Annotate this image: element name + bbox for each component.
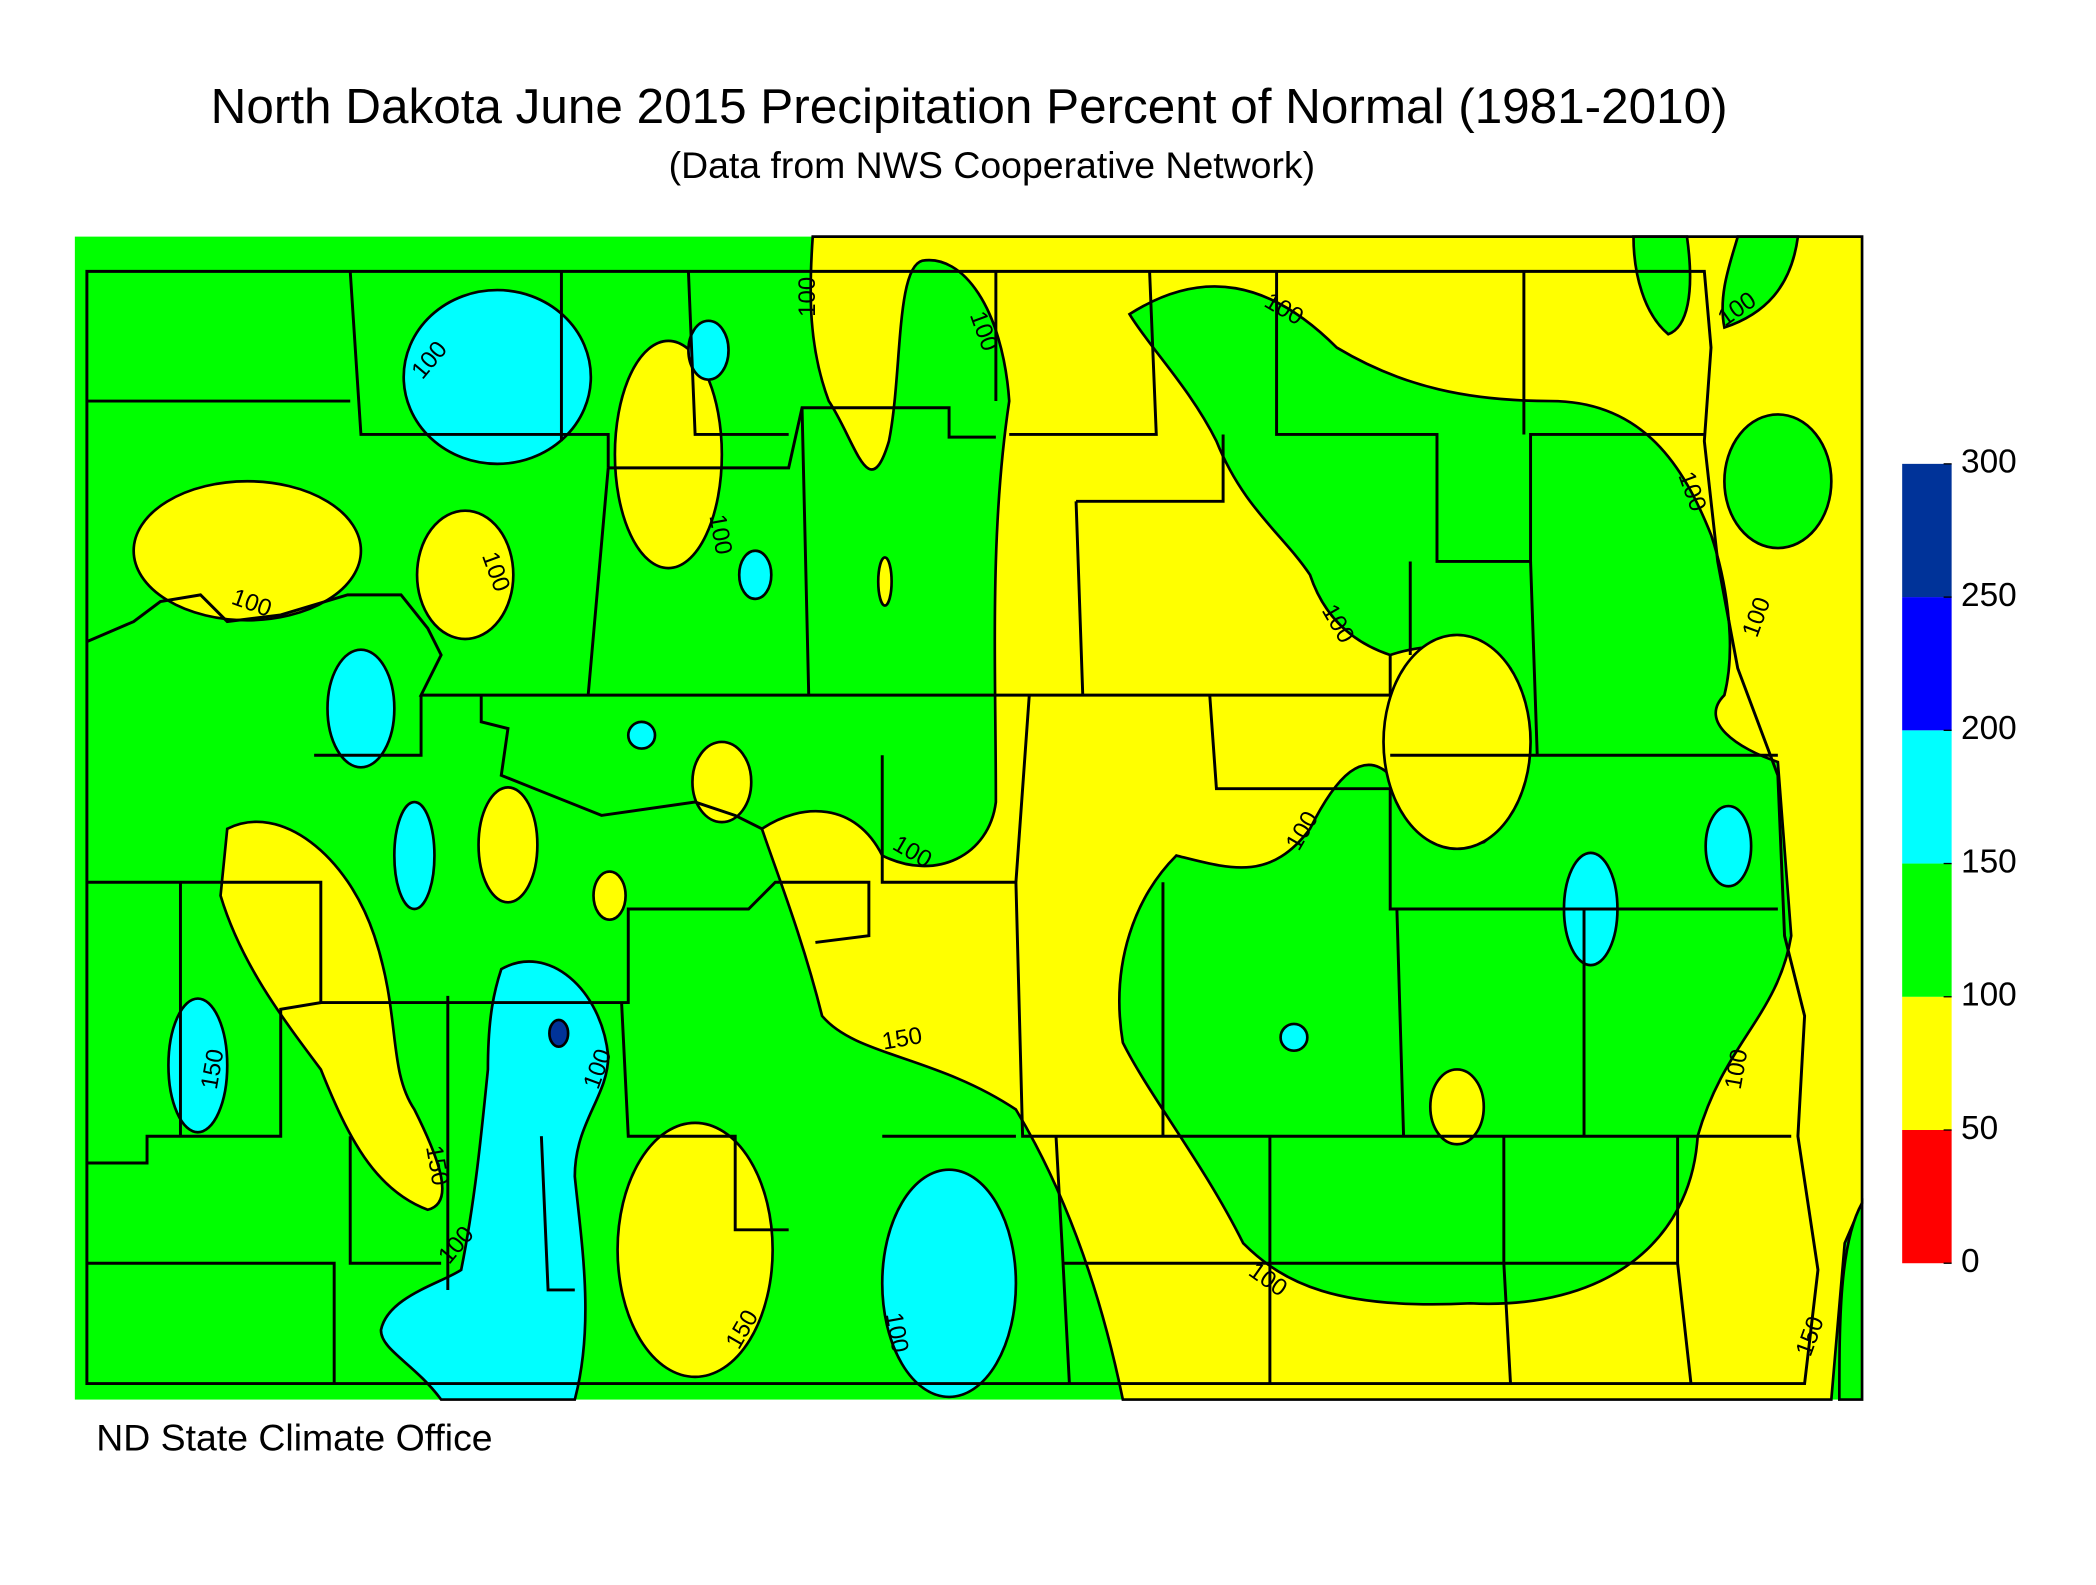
- colorbar-tick-label: 100: [1961, 977, 2017, 1014]
- colorbar-tick-label: 250: [1961, 577, 2017, 614]
- map-subtitle: (Data from NWS Cooperative Network): [669, 144, 1315, 186]
- contour-label: 100: [794, 277, 821, 317]
- colorbar-tick-label: 0: [1961, 1243, 1980, 1280]
- credit: ND State Climate Office: [96, 1416, 492, 1458]
- colorbar-tick-label: 200: [1961, 710, 2017, 747]
- colorbar-tick-label: 50: [1961, 1110, 1998, 1147]
- colorbar: 0 50 100 150 200 250 300: [1902, 444, 2017, 1280]
- colorbar-segment: [1902, 597, 1952, 731]
- colorbar-segment: [1902, 996, 1952, 1131]
- colorbar-tick-label: 300: [1961, 444, 2017, 481]
- yellow-patches: [132, 339, 1532, 1379]
- colorbar-tick-label: 150: [1961, 843, 2017, 880]
- contour-label: 100: [880, 1310, 914, 1354]
- contour-label: 150: [420, 1143, 454, 1187]
- dark-blue-spot: [548, 1018, 570, 1049]
- colorbar-segment: [1902, 863, 1952, 997]
- county-lines: [85, 269, 1820, 1386]
- map-title: North Dakota June 2015 Precipitation Per…: [211, 79, 1728, 134]
- colorbar-segment: [1902, 463, 1952, 598]
- colorbar-segment: [1902, 730, 1952, 864]
- contour-label: 100: [704, 512, 738, 556]
- colorbar-segment: [1902, 1130, 1952, 1264]
